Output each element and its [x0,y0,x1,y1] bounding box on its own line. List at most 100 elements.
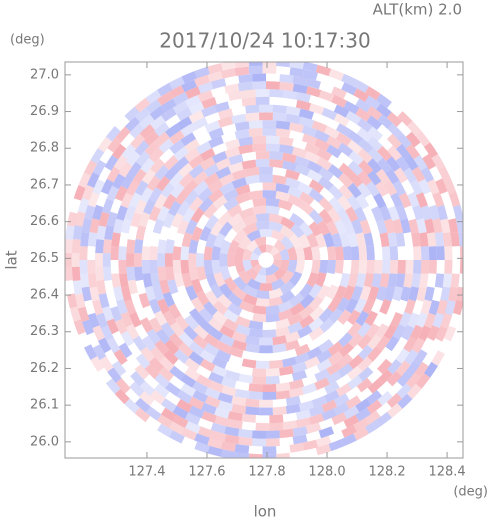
echo-cell [144,141,160,157]
echo-cell [289,62,305,70]
echo-cell [413,260,422,274]
echo-cell [106,318,119,335]
echo-cell [396,143,411,160]
echo-cell [392,218,404,234]
echo-cell [228,154,244,166]
echo-cell [358,260,367,275]
echo-cell [405,372,421,389]
echo-cell [384,286,396,302]
echo-cell [269,414,284,424]
echo-cell [242,260,253,272]
echo-cell [410,324,423,341]
echo-cell [224,434,240,445]
echo-cell [376,93,392,109]
echo-cell [255,297,270,307]
echo-cell [295,91,311,103]
echo-cell [194,66,210,79]
echo-cell [178,162,194,178]
echo-cell [317,220,331,236]
echo-cell [104,155,119,171]
echo-cell [111,273,121,288]
echo-cell [359,219,372,235]
echo-cell [314,138,330,152]
echo-cell [228,162,244,174]
echo-cell [399,192,412,209]
echo-cell [197,81,214,94]
echo-cell [87,191,100,208]
echo-cell [141,168,157,185]
echo-cell [443,178,457,195]
echo-cell [387,273,398,288]
echo-cell [416,218,427,234]
echo-cell [272,406,287,416]
echo-cell [326,361,342,376]
echo-cell [238,207,254,220]
echo-cell [448,191,461,207]
echo-cell [165,266,175,281]
echo-cell [176,200,191,217]
echo-cell [192,390,208,403]
echo-cell [245,167,260,177]
echo-cell [448,286,459,302]
echo-cell [342,245,352,260]
echo-cell [275,120,291,130]
echo-cell [96,225,107,241]
echo-cell [435,178,448,195]
echo-cell [377,369,393,385]
echo-cell [383,324,398,340]
echo-cell [269,151,284,161]
echo-cell [192,117,208,130]
echo-cell [176,389,193,404]
echo-cell [238,436,253,446]
echo-cell [92,159,107,176]
echo-cell [120,330,135,347]
echo-cell [395,156,410,172]
echo-cell [172,260,182,274]
echo-cell [327,207,342,223]
echo-cell [363,272,374,288]
echo-cell [328,196,343,212]
echo-cell [345,206,359,223]
echo-cell [337,353,353,369]
echo-cell [199,358,216,372]
echo-cell [135,107,151,123]
echo-cell [282,160,298,172]
echo-cell [234,62,250,69]
echo-cell [227,411,243,422]
echo-cell [337,142,354,157]
echo-cell [97,136,113,153]
echo-cell [171,212,184,229]
echo-cell [188,405,205,419]
echo-cell [98,293,110,309]
echo-cell [113,155,128,171]
echo-cell [234,388,250,399]
echo-cell [185,86,201,99]
echo-cell [345,297,359,314]
echo-cell [95,253,103,267]
echo-cell [238,81,253,92]
echo-cell [73,185,86,201]
echo-cell [106,211,118,227]
echo-cell [363,232,374,248]
echo-cell [242,284,258,298]
echo-cell [119,273,129,288]
echo-cell [266,430,280,439]
echo-cell [188,101,205,115]
echo-cell [289,67,305,78]
echo-cell [126,239,136,254]
echo-cell [440,218,451,234]
echo-cell [395,273,406,288]
echo-cell [278,199,293,211]
echo-cell [233,276,248,291]
echo-cell [102,198,114,214]
echo-cell [298,400,314,412]
echo-cell [411,273,421,288]
echo-cell [228,346,244,358]
echo-cell [371,206,384,222]
echo-cell [174,315,190,331]
echo-cell [427,179,440,195]
echo-cell [146,175,161,192]
echo-cell [141,246,151,260]
echo-cell [210,283,224,299]
echo-cell [266,81,280,90]
